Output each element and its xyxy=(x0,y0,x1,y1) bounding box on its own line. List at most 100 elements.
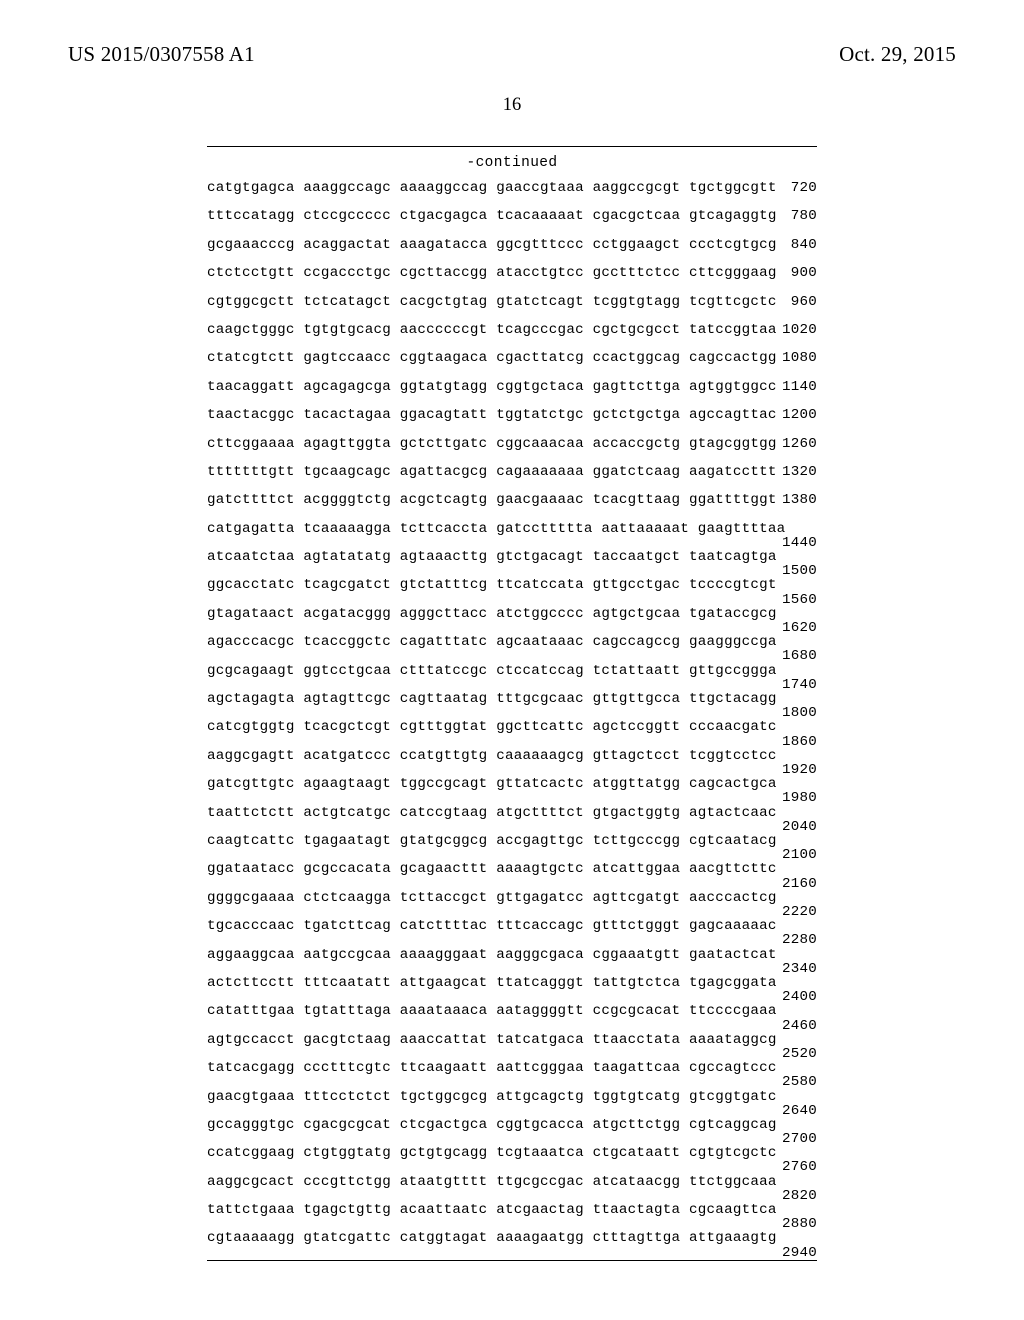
sequence-row: catgagatta tcaaaaagga tcttcaccta gatcctt… xyxy=(207,522,817,536)
sequence-row: ccatcggaag ctgtggtatg gctgtgcagg tcgtaaa… xyxy=(207,1146,817,1160)
sequence-row: catcgtggtg tcacgctcgt cgtttggtat ggcttca… xyxy=(207,720,817,734)
bottom-rule xyxy=(207,1260,817,1261)
sequence-position: 1740 xyxy=(782,678,817,692)
sequence-row: ctctcctgtt ccgaccctgc cgcttaccgg atacctg… xyxy=(207,266,817,280)
sequence-row: agctagagta agtagttcgc cagttaatag tttgcgc… xyxy=(207,692,817,706)
sequence-text: agacccacgc tcaccggctc cagatttatc agcaata… xyxy=(207,635,777,649)
sequence-row: ggataatacc gcgccacata gcagaacttt aaaagtg… xyxy=(207,862,817,876)
sequence-position: 1560 xyxy=(782,593,817,607)
sequence-row: actcttcctt tttcaatatt attgaagcat ttatcag… xyxy=(207,976,817,990)
sequence-text: agctagagta agtagttcgc cagttaatag tttgcgc… xyxy=(207,692,777,706)
sequence-text: gatcgttgtc agaagtaagt tggccgcagt gttatca… xyxy=(207,777,777,791)
sequence-row: gccagggtgc cgacgcgcat ctcgactgca cggtgca… xyxy=(207,1118,817,1132)
sequence-position: 2640 xyxy=(782,1104,817,1118)
sequence-position: 2820 xyxy=(782,1189,817,1203)
sequence-row: aggaaggcaa aatgccgcaa aaaagggaat aagggcg… xyxy=(207,948,817,962)
sequence-position: 1020 xyxy=(782,323,817,337)
sequence-row: ctatcgtctt gagtccaacc cggtaagaca cgactta… xyxy=(207,351,817,365)
sequence-text: catgtgagca aaaggccagc aaaaggccag gaaccgt… xyxy=(207,181,777,195)
sequence-row: gcgaaacccg acaggactat aaagatacca ggcgttt… xyxy=(207,238,817,252)
sequence-position: 2700 xyxy=(782,1132,817,1146)
sequence-text: ggcacctatc tcagcgatct gtctatttcg ttcatcc… xyxy=(207,578,777,592)
sequence-position: 2280 xyxy=(782,933,817,947)
sequence-row: tttttttgtt tgcaagcagc agattacgcg cagaaaa… xyxy=(207,465,817,479)
sequence-text: catcgtggtg tcacgctcgt cgtttggtat ggcttca… xyxy=(207,720,777,734)
sequence-text: cgtaaaaagg gtatcgattc catggtagat aaaagaa… xyxy=(207,1231,777,1245)
sequence-position: 780 xyxy=(791,209,817,223)
top-rule xyxy=(207,146,817,147)
sequence-position: 2460 xyxy=(782,1019,817,1033)
sequence-text: taacaggatt agcagagcga ggtatgtagg cggtgct… xyxy=(207,380,777,394)
sequence-text: gtagataact acgatacggg agggcttacc atctggc… xyxy=(207,607,777,621)
sequence-row: caagtcattc tgagaatagt gtatgcggcg accgagt… xyxy=(207,834,817,848)
sequence-row: aaggcgagtt acatgatccc ccatgttgtg caaaaaa… xyxy=(207,749,817,763)
sequence-position: 1320 xyxy=(782,465,817,479)
sequence-position: 2400 xyxy=(782,990,817,1004)
sequence-text: atcaatctaa agtatatatg agtaaacttg gtctgac… xyxy=(207,550,777,564)
sequence-row: agacccacgc tcaccggctc cagatttatc agcaata… xyxy=(207,635,817,649)
sequence-row: caagctgggc tgtgtgcacg aaccccccgt tcagccc… xyxy=(207,323,817,337)
sequence-row: tatcacgagg ccctttcgtc ttcaagaatt aattcgg… xyxy=(207,1061,817,1075)
sequence-position: 2160 xyxy=(782,877,817,891)
sequence-text: ccatcggaag ctgtggtatg gctgtgcagg tcgtaaa… xyxy=(207,1146,777,1160)
sequence-text: ggggcgaaaa ctctcaagga tcttaccgct gttgaga… xyxy=(207,891,777,905)
header-row: US 2015/0307558 A1 Oct. 29, 2015 xyxy=(68,42,956,67)
sequence-text: tttttttgtt tgcaagcagc agattacgcg cagaaaa… xyxy=(207,465,777,479)
sequence-position: 2100 xyxy=(782,848,817,862)
sequence-row: catatttgaa tgtatttaga aaaataaaca aataggg… xyxy=(207,1004,817,1018)
sequence-position: 840 xyxy=(791,238,817,252)
sequence-position: 1380 xyxy=(782,493,817,507)
sequence-row: ggcacctatc tcagcgatct gtctatttcg ttcatcc… xyxy=(207,578,817,592)
sequence-text: gcgcagaagt ggtcctgcaa ctttatccgc ctccatc… xyxy=(207,664,777,678)
sequence-text: cttcggaaaa agagttggta gctcttgatc cggcaaa… xyxy=(207,437,777,451)
sequence-text: caagtcattc tgagaatagt gtatgcggcg accgagt… xyxy=(207,834,777,848)
sequence-row: gatcgttgtc agaagtaagt tggccgcagt gttatca… xyxy=(207,777,817,791)
sequence-text: gatcttttct acggggtctg acgctcagtg gaacgaa… xyxy=(207,493,777,507)
sequence-text: tgcacccaac tgatcttcag catcttttac tttcacc… xyxy=(207,919,777,933)
sequence-row: taattctctt actgtcatgc catccgtaag atgcttt… xyxy=(207,806,817,820)
page-number: 16 xyxy=(68,95,956,116)
sequence-position: 1920 xyxy=(782,763,817,777)
sequence-position: 1440 xyxy=(782,536,817,550)
sequence-position: 1800 xyxy=(782,706,817,720)
sequence-row: gcgcagaagt ggtcctgcaa ctttatccgc ctccatc… xyxy=(207,664,817,678)
sequence-position: 2760 xyxy=(782,1160,817,1174)
sequence-text: taattctctt actgtcatgc catccgtaag atgcttt… xyxy=(207,806,777,820)
sequence-position: 2580 xyxy=(782,1075,817,1089)
sequence-text: gaacgtgaaa tttcctctct tgctggcgcg attgcag… xyxy=(207,1090,777,1104)
sequence-row: aaggcgcact cccgttctgg ataatgtttt ttgcgcc… xyxy=(207,1175,817,1189)
sequence-row: gaacgtgaaa tttcctctct tgctggcgcg attgcag… xyxy=(207,1090,817,1104)
sequence-row: ggggcgaaaa ctctcaagga tcttaccgct gttgaga… xyxy=(207,891,817,905)
continued-label: -continued xyxy=(207,155,817,171)
sequence-text: gcgaaacccg acaggactat aaagatacca ggcgttt… xyxy=(207,238,777,252)
sequence-text: actcttcctt tttcaatatt attgaagcat ttatcag… xyxy=(207,976,777,990)
sequence-position: 1140 xyxy=(782,380,817,394)
sequence-row: atcaatctaa agtatatatg agtaaacttg gtctgac… xyxy=(207,550,817,564)
sequence-text: tatcacgagg ccctttcgtc ttcaagaatt aattcgg… xyxy=(207,1061,777,1075)
sequence-text: catatttgaa tgtatttaga aaaataaaca aataggg… xyxy=(207,1004,777,1018)
sequence-row: gtagataact acgatacggg agggcttacc atctggc… xyxy=(207,607,817,621)
sequence-row: cttcggaaaa agagttggta gctcttgatc cggcaaa… xyxy=(207,437,817,451)
sequence-position: 1080 xyxy=(782,351,817,365)
sequence-position: 900 xyxy=(791,266,817,280)
sequence-position: 1980 xyxy=(782,791,817,805)
sequence-row: gatcttttct acggggtctg acgctcagtg gaacgaa… xyxy=(207,493,817,507)
page: US 2015/0307558 A1 Oct. 29, 2015 16 -con… xyxy=(0,0,1024,1320)
sequence-position: 1620 xyxy=(782,621,817,635)
sequence-text: tttccatagg ctccgccccc ctgacgagca tcacaaa… xyxy=(207,209,777,223)
sequence-text: ctatcgtctt gagtccaacc cggtaagaca cgactta… xyxy=(207,351,777,365)
publication-date: Oct. 29, 2015 xyxy=(839,42,956,67)
sequence-rows: catgtgagca aaaggccagc aaaaggccag gaaccgt… xyxy=(207,181,817,1246)
sequence-position: 1500 xyxy=(782,564,817,578)
sequence-text: aaggcgcact cccgttctgg ataatgtttt ttgcgcc… xyxy=(207,1175,777,1189)
sequence-position: 2940 xyxy=(782,1246,817,1260)
sequence-text: catgagatta tcaaaaagga tcttcaccta gatcctt… xyxy=(207,522,785,536)
sequence-row: cgtaaaaagg gtatcgattc catggtagat aaaagaa… xyxy=(207,1231,817,1245)
sequence-text: taactacggc tacactagaa ggacagtatt tggtatc… xyxy=(207,408,777,422)
sequence-text: agtgccacct gacgtctaag aaaccattat tatcatg… xyxy=(207,1033,777,1047)
sequence-position: 1680 xyxy=(782,649,817,663)
sequence-position: 2880 xyxy=(782,1217,817,1231)
sequence-text: ggataatacc gcgccacata gcagaacttt aaaagtg… xyxy=(207,862,777,876)
sequence-row: catgtgagca aaaggccagc aaaaggccag gaaccgt… xyxy=(207,181,817,195)
sequence-row: taactacggc tacactagaa ggacagtatt tggtatc… xyxy=(207,408,817,422)
